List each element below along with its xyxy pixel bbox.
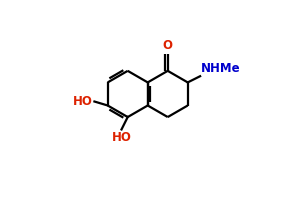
Text: O: O xyxy=(163,39,173,52)
Text: HO: HO xyxy=(112,131,131,144)
Text: HO: HO xyxy=(73,95,93,108)
Text: NHMe: NHMe xyxy=(201,62,240,75)
